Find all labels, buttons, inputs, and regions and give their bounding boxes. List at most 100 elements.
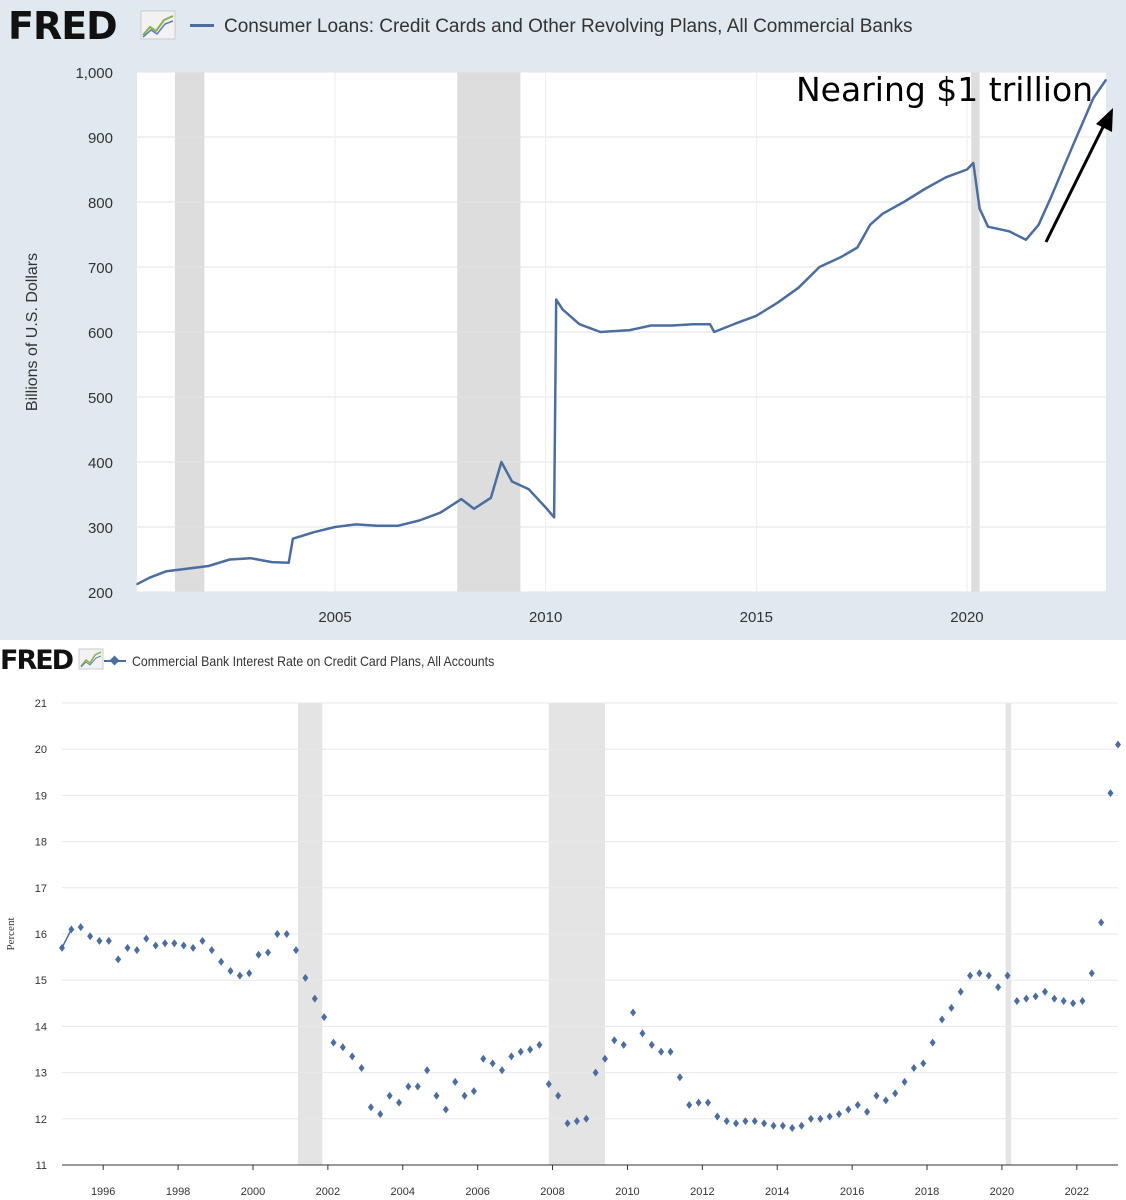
- data-point: [751, 1117, 758, 1126]
- data-point: [948, 1003, 955, 1012]
- data-point: [648, 1040, 655, 1049]
- data-point: [311, 994, 318, 1003]
- data-point: [405, 1082, 412, 1091]
- y-tick-label: 300: [88, 520, 113, 537]
- data-point: [639, 1029, 646, 1038]
- y-tick-label: 13: [35, 1068, 47, 1080]
- data-point: [945, 176, 947, 179]
- data-point: [776, 301, 779, 304]
- data-point: [985, 971, 992, 980]
- data-point: [807, 1114, 814, 1123]
- fred-logo[interactable]: FRED: [8, 4, 118, 48]
- data-point: [939, 1015, 945, 1024]
- data-point: [1025, 238, 1027, 241]
- data-point: [620, 1040, 627, 1049]
- y-tick-label: 1,000: [75, 65, 113, 82]
- data-point: [798, 1121, 805, 1130]
- data-point: [629, 329, 631, 331]
- data-point: [133, 946, 140, 955]
- data-point: [601, 1054, 608, 1063]
- data-point: [330, 1038, 337, 1047]
- y-tick-label: 17: [35, 883, 47, 895]
- data-point: [734, 322, 737, 325]
- interest-rate-chart[interactable]: 11 12 13 14 15 16 17 18 19 20 21 1996 1998 2000 2002 20…: [0, 640, 1126, 1200]
- data-point: [881, 212, 884, 215]
- fred-logo-bottom-text: FRED: [0, 645, 74, 676]
- x-tick-label: 2006: [465, 1186, 489, 1198]
- data-point: [671, 324, 673, 327]
- data-point: [334, 526, 336, 528]
- data-point: [1023, 994, 1030, 1003]
- data-point: [1105, 79, 1107, 81]
- data-point: [545, 1080, 552, 1089]
- data-point: [924, 188, 926, 190]
- data-point: [901, 1077, 908, 1086]
- y-axis-label: Billions of U.S. Dollars: [24, 253, 41, 411]
- fred-chart-icon: [140, 10, 176, 40]
- y-tick-label: 12: [35, 1114, 47, 1126]
- data-point: [1107, 789, 1114, 798]
- data-point: [292, 537, 294, 540]
- x-tick-label: 2020: [950, 609, 983, 626]
- data-point: [987, 225, 989, 228]
- data-point: [761, 1119, 768, 1128]
- data-point: [376, 524, 378, 527]
- data-point: [929, 1038, 936, 1047]
- data-point: [218, 957, 225, 966]
- y-tick-label: 500: [88, 390, 113, 407]
- data-point: [713, 331, 715, 333]
- x-tick-label: 2020: [990, 1186, 1014, 1198]
- x-tick-label: 1996: [91, 1186, 115, 1198]
- data-point: [452, 1077, 459, 1086]
- x-tick-label: 2018: [915, 1186, 939, 1198]
- data-point: [854, 1100, 861, 1109]
- data-point: [742, 1117, 749, 1126]
- y-tick-label: 400: [88, 455, 113, 472]
- credit-card-loans-chart[interactable]: 200 300 400 500 600 700 800 900 1,000 2005 2010 201…: [0, 0, 1126, 640]
- data-point: [1004, 971, 1011, 980]
- data-point: [826, 1112, 833, 1121]
- data-point: [873, 1091, 880, 1100]
- data-point: [105, 936, 112, 945]
- data-point: [424, 1066, 431, 1075]
- data-point: [186, 567, 189, 570]
- series-connector: [61, 929, 73, 949]
- data-point: [1070, 999, 1077, 1008]
- data-point: [321, 1013, 328, 1022]
- y-tick-label: 20: [35, 744, 47, 756]
- data-point: [1008, 230, 1010, 233]
- data-point: [864, 1107, 871, 1116]
- data-point: [658, 1047, 665, 1056]
- data-point: [377, 1110, 384, 1119]
- data-point: [511, 480, 513, 483]
- data-point: [255, 950, 262, 959]
- data-point: [995, 983, 1002, 992]
- data-point: [1032, 992, 1039, 1001]
- data-point: [630, 1008, 637, 1017]
- data-point: [208, 946, 215, 955]
- fred-logo-bottom[interactable]: FRED: [0, 645, 74, 676]
- chart-title-bottom[interactable]: Commercial Bank Interest Rate on Credit …: [132, 653, 495, 669]
- data-point: [199, 936, 206, 945]
- y-tick-label: 11: [36, 1160, 47, 1172]
- data-point: [536, 1040, 543, 1049]
- data-point: [972, 162, 975, 164]
- x-tick-label: 2004: [391, 1186, 415, 1198]
- data-point: [578, 323, 581, 326]
- data-point: [136, 583, 138, 585]
- data-point: [355, 523, 357, 526]
- data-point: [1041, 987, 1048, 996]
- chart-title[interactable]: Consumer Loans: Credit Cards and Other R…: [224, 16, 913, 37]
- data-point: [1050, 196, 1053, 198]
- data-point: [207, 565, 210, 567]
- y-tick-label: 16: [35, 929, 47, 941]
- data-point: [869, 223, 871, 226]
- data-point: [667, 1047, 674, 1056]
- data-point: [439, 511, 442, 514]
- x-tick-label: 2000: [241, 1186, 265, 1198]
- y-tick-label: 19: [35, 790, 47, 802]
- x-tick-label: 2015: [740, 609, 773, 626]
- data-point: [115, 955, 122, 964]
- data-point: [480, 1054, 487, 1063]
- data-point: [397, 524, 400, 527]
